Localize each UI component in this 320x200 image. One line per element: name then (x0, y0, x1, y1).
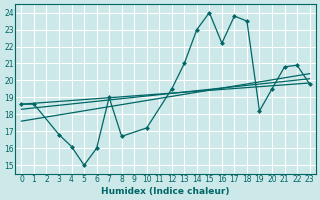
X-axis label: Humidex (Indice chaleur): Humidex (Indice chaleur) (101, 187, 230, 196)
